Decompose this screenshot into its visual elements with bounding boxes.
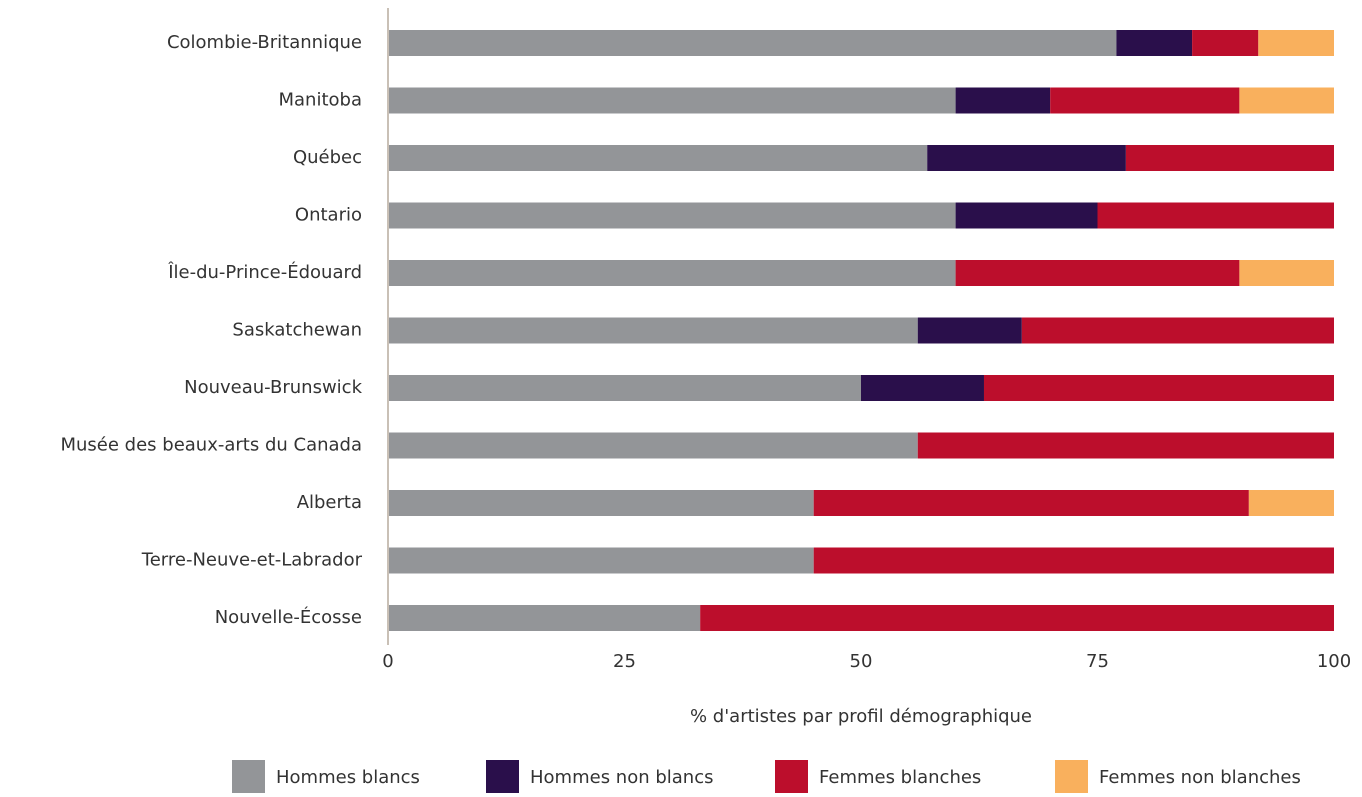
y-tick-label: Nouvelle-Écosse xyxy=(215,606,362,628)
legend-swatch xyxy=(232,760,265,793)
bar-segment xyxy=(813,490,1249,516)
bar-segment xyxy=(917,432,1334,459)
bar-segment xyxy=(1248,490,1334,516)
bar-segment xyxy=(1050,87,1240,114)
bar-segment xyxy=(388,30,1117,56)
bar-segment xyxy=(1125,145,1334,171)
bar-segment xyxy=(388,145,928,171)
bar-segment xyxy=(388,202,956,229)
legend-swatch xyxy=(486,760,519,793)
legend-label: Hommes blancs xyxy=(276,767,420,788)
bar-segment xyxy=(927,145,1126,171)
y-tick-label: Québec xyxy=(293,147,362,168)
bar-segment xyxy=(388,432,918,459)
bar-segment xyxy=(955,260,1240,286)
bar-segment xyxy=(917,317,1022,344)
bar-segment xyxy=(388,87,956,114)
y-tick-label: Manitoba xyxy=(279,90,363,111)
bar-segment xyxy=(1239,87,1334,114)
y-tick-label: Alberta xyxy=(297,492,362,513)
bar-segment xyxy=(861,375,984,401)
x-tick-label: 50 xyxy=(850,651,873,672)
x-tick-label: 0 xyxy=(382,651,393,672)
bar-segment xyxy=(983,375,1334,401)
x-axis-label: % d'artistes par profil démographique xyxy=(690,706,1032,727)
bar-segment xyxy=(1192,30,1259,56)
bar-segment xyxy=(955,202,1098,229)
legend-label: Femmes non blanches xyxy=(1099,767,1301,788)
bar-segment xyxy=(813,547,1334,574)
legend-swatch xyxy=(1055,760,1088,793)
bar-segment xyxy=(955,87,1051,114)
legend-label: Hommes non blancs xyxy=(530,767,713,788)
y-tick-label: Colombie-Britannique xyxy=(167,32,362,53)
bar-segment xyxy=(388,547,814,574)
y-tick-label: Saskatchewan xyxy=(232,320,362,341)
y-tick-label: Nouveau-Brunswick xyxy=(184,377,362,398)
legend-swatch xyxy=(775,760,808,793)
bar-segment xyxy=(1116,30,1193,56)
bar-segment xyxy=(1258,30,1334,56)
bar-segment xyxy=(700,605,1334,631)
bar-segment xyxy=(388,490,814,516)
y-tick-label: Terre-Neuve-et-Labrador xyxy=(141,550,363,571)
bar-segment xyxy=(1021,317,1334,344)
x-tick-label: 25 xyxy=(613,651,636,672)
y-tick-label: Île-du-Prince-Édouard xyxy=(167,261,362,283)
y-tick-label: Musée des beaux-arts du Canada xyxy=(60,435,362,456)
bar-segment xyxy=(388,317,918,344)
bar-segment xyxy=(388,605,701,631)
bar-segment xyxy=(1239,260,1334,286)
legend-label: Femmes blanches xyxy=(819,767,981,788)
x-tick-label: 100 xyxy=(1317,651,1351,672)
bar-segment xyxy=(388,260,956,286)
bar-segment xyxy=(1097,202,1334,229)
x-tick-label: 75 xyxy=(1086,651,1109,672)
y-tick-label: Ontario xyxy=(295,205,362,226)
bar-segment xyxy=(388,375,861,401)
